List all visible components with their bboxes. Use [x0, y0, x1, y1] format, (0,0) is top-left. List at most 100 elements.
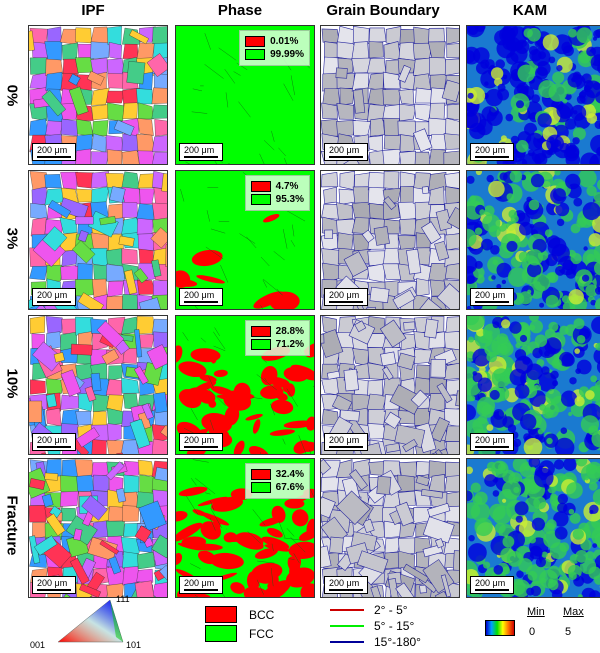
panel-grain-boundary-row-0: 200 μm [320, 25, 460, 165]
scale-bar-line [329, 589, 363, 591]
ipf-triangle-icon: 111 001 101 [28, 592, 163, 650]
kam-key: Min 0 Max 5 [485, 606, 585, 646]
scale-bar: 200 μm [470, 288, 514, 306]
kam-max-label: Max [563, 606, 584, 618]
fcc-swatch [251, 194, 271, 205]
bcc-swatch [245, 36, 265, 47]
scale-bar: 200 μm [179, 143, 223, 161]
fcc-swatch [251, 339, 271, 350]
panel-ipf-row-3: 200 μm [28, 458, 168, 598]
scale-bar-label: 200 μm [475, 435, 509, 445]
panel-kam-row-1: 200 μm [466, 170, 600, 310]
panel-phase-row-2: 200 μm 28.8% 71.2% [175, 315, 315, 455]
bcc-label: BCC [249, 608, 274, 622]
scale-bar-label: 200 μm [37, 578, 71, 588]
fcc-swatch [251, 482, 271, 493]
ipf-001-label: 001 [30, 640, 45, 650]
row-label-0: 0% [0, 25, 24, 165]
scale-bar-label: 200 μm [475, 578, 509, 588]
fcc-fraction: 67.6% [276, 482, 304, 493]
gb-high-label: 15°-180° [374, 635, 421, 649]
scale-bar: 200 μm [470, 576, 514, 594]
scale-bar-line [37, 301, 71, 303]
scale-bar-line [475, 156, 509, 158]
scale-bar: 200 μm [179, 576, 223, 594]
scale-bar-label: 200 μm [329, 435, 363, 445]
scale-bar-line [184, 156, 218, 158]
panel-grain-boundary-row-2: 200 μm [320, 315, 460, 455]
kam-colorbar [485, 620, 515, 636]
bcc-swatch [251, 326, 271, 337]
scale-bar-label: 200 μm [184, 435, 218, 445]
panel-ipf-row-1: 200 μm [28, 170, 168, 310]
panel-grain-boundary-row-1: 200 μm [320, 170, 460, 310]
scale-bar-line [37, 589, 71, 591]
panel-kam-row-2: 200 μm [466, 315, 600, 455]
scale-bar-line [37, 446, 71, 448]
scale-bar-line [184, 446, 218, 448]
bcc-fraction: 4.7% [276, 181, 299, 192]
phase-fraction-legend: 4.7%95.3% [245, 175, 310, 211]
gb-mid-label: 5° - 15° [374, 619, 414, 633]
scale-bar: 200 μm [32, 288, 76, 306]
col-header-ipf: IPF [23, 2, 163, 24]
scale-bar-line [329, 301, 363, 303]
gb-low-line [330, 609, 364, 611]
scale-bar: 200 μm [324, 576, 368, 594]
col-header-phase: Phase [170, 2, 310, 24]
kam-min-label: Min [527, 606, 545, 618]
panel-ipf-row-2: 200 μm [28, 315, 168, 455]
ipf-key: 111 001 101 [28, 592, 163, 650]
scale-bar-label: 200 μm [329, 578, 363, 588]
bcc-swatch [251, 469, 271, 480]
bcc-fraction: 0.01% [270, 36, 298, 47]
col-header-kam: KAM [460, 2, 600, 24]
phase-key: BCC FCC [205, 604, 274, 644]
scale-bar-line [475, 446, 509, 448]
scale-bar: 200 μm [324, 288, 368, 306]
scale-bar-line [184, 301, 218, 303]
scale-bar-label: 200 μm [184, 290, 218, 300]
panel-grain-boundary-row-3: 200 μm [320, 458, 460, 598]
scale-bar-label: 200 μm [37, 145, 71, 155]
ipf-101-label: 101 [126, 640, 141, 650]
kam-max-value: 5 [565, 626, 571, 638]
scale-bar: 200 μm [470, 143, 514, 161]
kam-min-value: 0 [529, 626, 535, 638]
fcc-swatch [245, 49, 265, 60]
scale-bar-line [329, 446, 363, 448]
fcc-fraction: 99.99% [270, 49, 304, 60]
scale-bar-line [475, 589, 509, 591]
panel-phase-row-1: 200 μm 4.7%95.3% [175, 170, 315, 310]
ipf-111-label: 111 [116, 594, 130, 604]
scale-bar: 200 μm [32, 433, 76, 451]
scale-bar-label: 200 μm [184, 145, 218, 155]
scale-bar: 200 μm [324, 433, 368, 451]
scale-bar-label: 200 μm [184, 578, 218, 588]
gb-low-label: 2° - 5° [374, 603, 408, 617]
scale-bar-label: 200 μm [475, 290, 509, 300]
panel-kam-row-0: 200 μm [466, 25, 600, 165]
scale-bar-label: 200 μm [37, 435, 71, 445]
gb-mid-line [330, 625, 364, 627]
row-label-1: 3% [0, 168, 24, 308]
bcc-fraction: 28.8% [276, 326, 304, 337]
fcc-swatch [205, 625, 237, 642]
scale-bar: 200 μm [179, 288, 223, 306]
scale-bar: 200 μm [470, 433, 514, 451]
col-header-grain-boundary: Grain Boundary [313, 2, 453, 24]
scale-bar: 200 μm [32, 143, 76, 161]
bcc-fraction: 32.4% [276, 469, 304, 480]
phase-fraction-legend: 32.4% 67.6% [245, 463, 310, 499]
panel-ipf-row-0: 200 μm [28, 25, 168, 165]
row-label-3: Fracture [0, 455, 24, 595]
fcc-fraction: 71.2% [276, 339, 304, 350]
row-label-2: 10% [0, 313, 24, 453]
scale-bar-label: 200 μm [329, 290, 363, 300]
scale-bar-label: 200 μm [475, 145, 509, 155]
scale-bar-label: 200 μm [37, 290, 71, 300]
bcc-swatch [251, 181, 271, 192]
bcc-swatch [205, 606, 237, 623]
gb-high-line [330, 641, 364, 643]
panel-kam-row-3: 200 μm [466, 458, 600, 598]
